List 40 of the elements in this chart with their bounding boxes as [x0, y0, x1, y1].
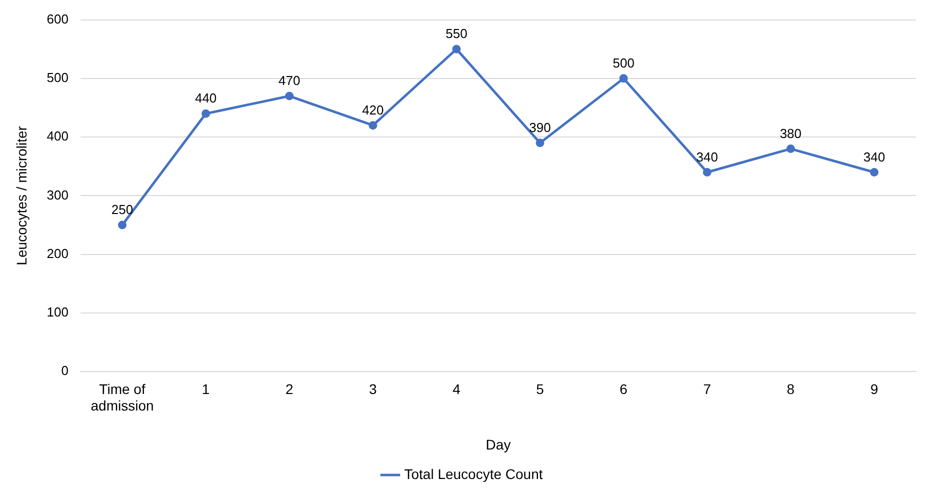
y-tick-label: 400	[46, 128, 68, 144]
point	[202, 109, 210, 118]
x-tick-label: 4	[452, 380, 461, 397]
x-tick-label: Time of admission	[90, 380, 154, 414]
x-tick-label: 8	[786, 380, 795, 397]
point	[786, 144, 795, 154]
x-tick-label: 6	[620, 380, 628, 397]
data-label: 440	[194, 90, 217, 106]
data-label: 470	[278, 73, 300, 88]
point	[702, 168, 712, 176]
y-tick-label: 500	[46, 70, 68, 86]
data-label: 340	[696, 149, 718, 164]
x-tick-label: 1	[202, 380, 210, 397]
point	[619, 74, 628, 83]
data-label: 340	[863, 149, 886, 164]
x-tick-label: 9	[870, 380, 878, 397]
data-label: 420	[362, 102, 384, 118]
y-tick-label: 100	[46, 304, 68, 320]
data-label: 550	[446, 26, 468, 42]
x-axis-title: Day	[486, 436, 511, 452]
point	[285, 92, 294, 100]
y-tick-label: 600	[46, 11, 68, 26]
y-tick-label: 0	[61, 363, 68, 378]
y-tick-label: 300	[46, 187, 68, 202]
y-tick-label: 200	[46, 246, 68, 261]
point	[368, 121, 378, 130]
x-tick-label: 2	[285, 380, 294, 397]
data-label: 250	[111, 202, 134, 218]
x-tick-label: 3	[369, 380, 378, 397]
legend-label: Total Leucocyte Count	[404, 466, 543, 482]
point	[452, 44, 461, 54]
data-label: 390	[529, 120, 551, 136]
x-tick-label: 5	[536, 380, 544, 397]
data-label: 380	[780, 126, 802, 141]
y-axis-title: Leucocytes / microliter	[13, 126, 30, 266]
point	[118, 220, 127, 230]
x-tick-label: 7	[703, 380, 712, 397]
point	[870, 168, 878, 176]
data-label: 500	[612, 56, 634, 71]
point	[536, 138, 544, 148]
